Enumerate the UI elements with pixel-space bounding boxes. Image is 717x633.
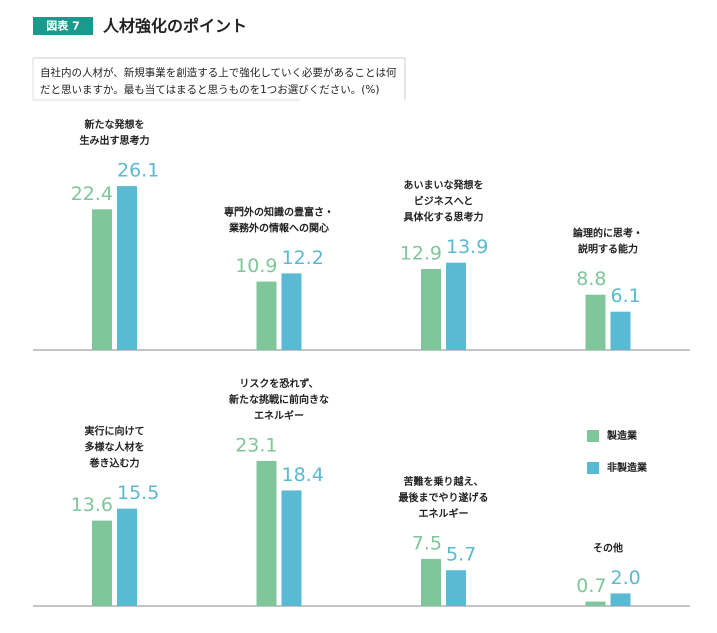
bar [256, 460, 277, 606]
category-label: 実行に向けて [85, 425, 145, 438]
value-label: 26.1 [117, 160, 159, 182]
figure-label-box [33, 17, 93, 35]
category-label: 新たな発想を [85, 118, 145, 131]
category-label: 専門外の知識の豊富さ・ [224, 205, 334, 218]
value-label: 8.8 [576, 268, 606, 290]
value-label: 7.5 [412, 532, 442, 554]
bar [610, 311, 631, 350]
value-label: 18.4 [282, 464, 324, 486]
bar [281, 490, 302, 606]
value-label: 13.6 [71, 494, 113, 516]
category-label: エネルギー [254, 409, 304, 422]
category-label: ビジネスへと [414, 195, 474, 208]
value-label: 12.2 [282, 247, 324, 269]
category-label: 具体化する思考力 [403, 211, 484, 224]
value-label: 15.5 [117, 482, 159, 504]
figure-label: 図表 7 [46, 19, 79, 33]
chart-title: 人材強化のポイント [103, 17, 247, 36]
category-label: 業務外の情報への関心 [228, 221, 329, 234]
value-label: 12.9 [400, 242, 442, 264]
value-label: 23.1 [235, 434, 277, 456]
category-label: 論理的に思考・ [573, 227, 643, 240]
category-label: 苦難を乗り越え、 [404, 475, 484, 488]
value-label: 0.7 [576, 575, 606, 597]
bar [585, 601, 606, 606]
category-label: リスクを恐れず、 [239, 377, 318, 390]
bar [446, 262, 466, 350]
bar [421, 268, 441, 350]
category-label: 説明する能力 [578, 243, 638, 256]
question-box [33, 57, 406, 100]
legend-swatch [587, 430, 599, 442]
bar [92, 520, 112, 606]
category-label: 生み出す思考力 [80, 134, 150, 147]
bar [610, 593, 631, 606]
value-label: 6.1 [611, 285, 641, 307]
legend-label: 製造業 [606, 429, 638, 442]
bar [585, 294, 606, 350]
value-label: 2.0 [611, 567, 641, 589]
legend-label: 非製造業 [607, 461, 648, 474]
category-label: その他 [593, 541, 623, 554]
category-label: あいまいな発想を [404, 179, 484, 192]
bar [92, 209, 112, 350]
bar [256, 281, 277, 350]
question-text: 自社内の人材が、新規事業を創造する上で強化していく必要があることは何 [40, 66, 397, 79]
category-label: 新たな挑戦に前向きな [229, 393, 329, 406]
bar [421, 558, 441, 606]
question-text: だと思いますか。最も当てはまると思うものを1つお選びください。(%) [40, 83, 379, 96]
bar [117, 186, 137, 350]
category-label: 巻き込む力 [89, 457, 140, 470]
question-box-edge [32, 58, 300, 101]
bar [117, 508, 137, 606]
bar [446, 570, 466, 606]
value-label: 10.9 [235, 255, 277, 277]
bar [281, 273, 302, 350]
category-label: 最後までやり遂げる [399, 491, 489, 504]
category-label: エネルギー [419, 507, 469, 520]
category-label: 多様な人材を [85, 441, 145, 454]
value-label: 5.7 [446, 544, 476, 566]
value-label: 22.4 [71, 183, 113, 205]
legend-swatch [587, 462, 599, 474]
value-label: 13.9 [446, 236, 488, 258]
